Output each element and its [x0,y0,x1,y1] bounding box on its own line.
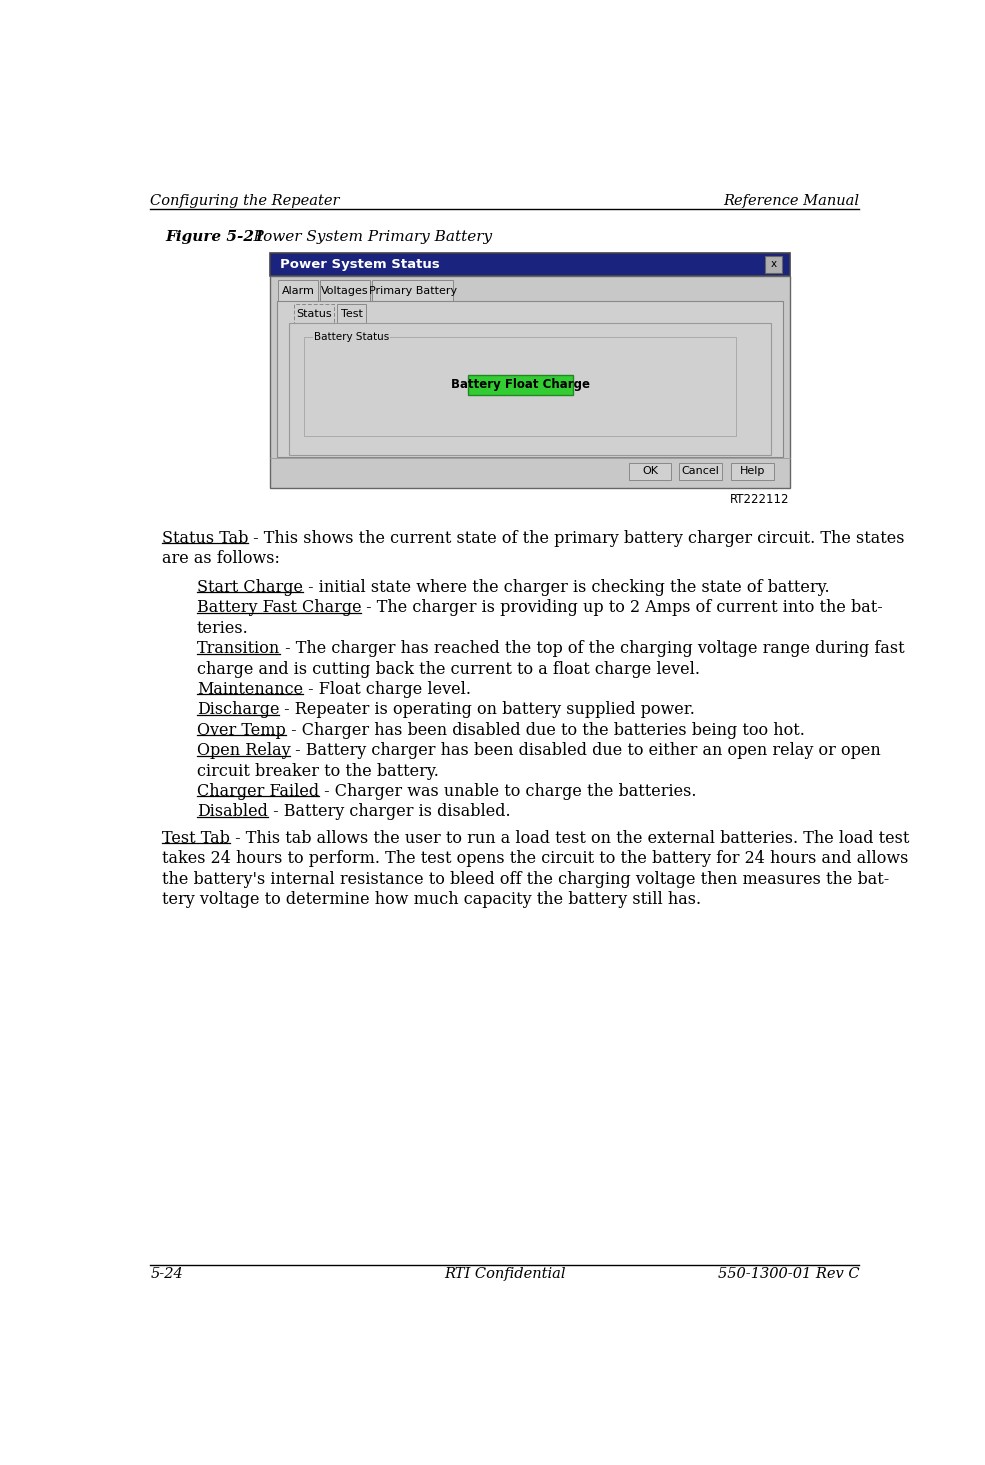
Text: - Charger was unable to charge the batteries.: - Charger was unable to charge the batte… [319,782,696,800]
Text: RT222112: RT222112 [730,494,790,505]
Text: 5-24: 5-24 [151,1267,183,1280]
Text: Status: Status [296,309,332,318]
Text: Figure 5-21: Figure 5-21 [165,230,265,243]
Text: - This tab allows the user to run a load test on the external batteries. The loa: - This tab allows the user to run a load… [230,831,909,847]
Text: - This shows the current state of the primary battery charger circuit. The state: - This shows the current state of the pr… [248,530,905,546]
FancyBboxPatch shape [294,305,334,322]
Text: Alarm: Alarm [282,286,315,296]
Text: Start Charge: Start Charge [197,579,302,596]
Text: Maintenance: Maintenance [197,681,302,697]
Text: 550-1300-01 Rev C: 550-1300-01 Rev C [718,1267,859,1280]
Text: Help: Help [740,466,765,476]
Text: - The charger is providing up to 2 Amps of current into the bat-: - The charger is providing up to 2 Amps … [361,599,884,617]
FancyBboxPatch shape [270,275,790,488]
Text: takes 24 hours to perform. The test opens the circuit to the battery for 24 hour: takes 24 hours to perform. The test open… [162,850,908,867]
FancyBboxPatch shape [764,256,782,272]
Text: Discharge: Discharge [197,702,280,718]
FancyBboxPatch shape [320,280,370,302]
FancyBboxPatch shape [628,463,672,481]
Text: Voltages: Voltages [321,286,369,296]
Text: RTI Confidential: RTI Confidential [444,1267,565,1280]
Text: - initial state where the charger is checking the state of battery.: - initial state where the charger is che… [302,579,829,596]
Text: teries.: teries. [197,620,248,637]
Text: Configuring the Repeater: Configuring the Repeater [151,193,340,208]
FancyBboxPatch shape [278,280,318,302]
FancyBboxPatch shape [372,280,453,302]
FancyBboxPatch shape [468,375,572,396]
Text: Power System Status: Power System Status [281,258,440,271]
Text: - Float charge level.: - Float charge level. [302,681,471,697]
Text: Charger Failed: Charger Failed [197,782,319,800]
Text: Cancel: Cancel [682,466,719,476]
Text: Test Tab: Test Tab [162,831,230,847]
Text: Transition: Transition [197,640,280,658]
Text: the battery's internal resistance to bleed off the charging voltage then measure: the battery's internal resistance to ble… [162,870,889,888]
Text: Open Relay: Open Relay [197,743,291,759]
Text: - Repeater is operating on battery supplied power.: - Repeater is operating on battery suppl… [280,702,695,718]
FancyBboxPatch shape [289,322,771,456]
FancyBboxPatch shape [270,253,790,275]
Text: Test: Test [341,309,362,318]
Text: Over Temp: Over Temp [197,722,286,738]
Text: - Battery charger has been disabled due to either an open relay or open: - Battery charger has been disabled due … [291,743,882,759]
Text: Power System Primary Battery: Power System Primary Battery [234,230,492,243]
Text: x: x [770,259,776,268]
Text: Reference Manual: Reference Manual [723,193,859,208]
Text: Battery Float Charge: Battery Float Charge [451,378,590,391]
FancyBboxPatch shape [731,463,774,481]
Text: - Charger has been disabled due to the batteries being too hot.: - Charger has been disabled due to the b… [286,722,805,738]
Text: Disabled: Disabled [197,803,268,820]
Text: tery voltage to determine how much capacity the battery still has.: tery voltage to determine how much capac… [162,891,701,908]
FancyBboxPatch shape [304,337,736,437]
Text: are as follows:: are as follows: [162,551,280,567]
Text: OK: OK [642,466,658,476]
FancyBboxPatch shape [337,305,366,322]
Text: circuit breaker to the battery.: circuit breaker to the battery. [197,763,438,779]
Text: - Battery charger is disabled.: - Battery charger is disabled. [268,803,510,820]
Text: charge and is cutting back the current to a float charge level.: charge and is cutting back the current t… [197,661,699,678]
Text: Battery Status: Battery Status [314,331,389,341]
Text: Battery Fast Charge: Battery Fast Charge [197,599,361,617]
FancyBboxPatch shape [680,463,722,481]
FancyBboxPatch shape [277,302,783,457]
Text: Status Tab: Status Tab [162,530,248,546]
Text: - The charger has reached the top of the charging voltage range during fast: - The charger has reached the top of the… [280,640,904,658]
Text: Primary Battery: Primary Battery [368,286,457,296]
